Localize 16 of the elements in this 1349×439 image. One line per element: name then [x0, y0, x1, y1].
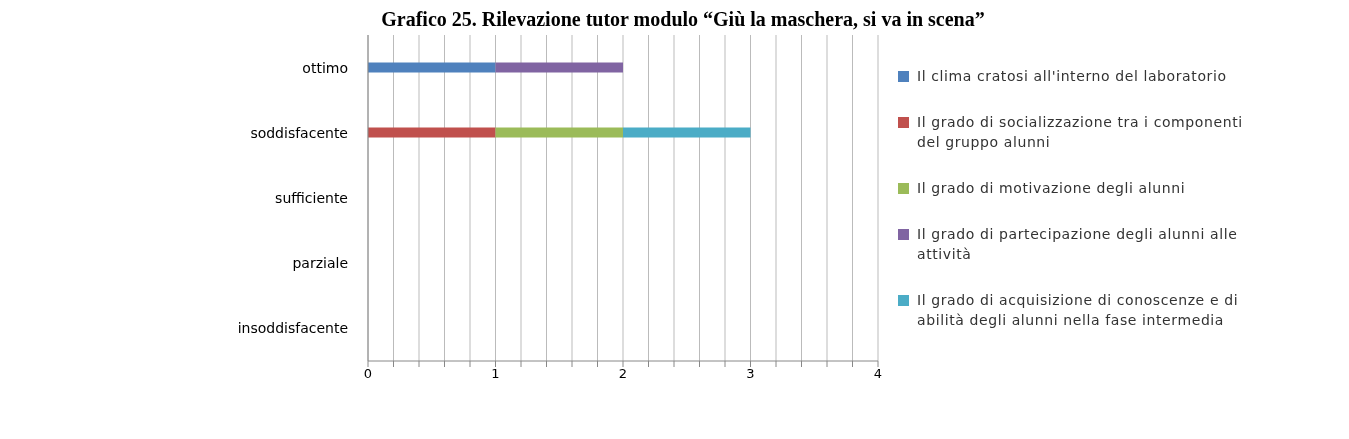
x-tick-label: 1 — [491, 366, 500, 382]
legend-label: Il grado di partecipazione degli alunni alle attività — [917, 225, 1239, 264]
x-tick-label: 0 — [363, 366, 373, 382]
y-tick-label: soddisfacente — [250, 124, 348, 141]
legend-label: Il clima cratosi all'interno del laboratorio — [917, 67, 1228, 86]
y-tick-label: parziale — [292, 255, 348, 272]
legend-label: Il grado di motivazione degli alunni — [917, 179, 1187, 198]
y-tick-label: ottimo — [302, 59, 348, 76]
x-tick-label: 3 — [746, 366, 755, 382]
x-tick-label: 2 — [618, 366, 628, 382]
legend-label: Il grado di socializzazione tra i componenti del gruppo alunni — [917, 113, 1244, 152]
x-tick-label: 4 — [873, 366, 883, 382]
legend-label: Il grado di acquisizione di conoscenze e di abilità degli alunni nella fase intermedia — [917, 291, 1240, 330]
chart-title: Grafico 25. Rilevazione tutor modulo “Giù la maschera, si va in scena” — [380, 8, 986, 31]
y-tick-label: sufficiente — [275, 189, 348, 206]
y-tick-label: insoddisfacente — [237, 320, 348, 337]
